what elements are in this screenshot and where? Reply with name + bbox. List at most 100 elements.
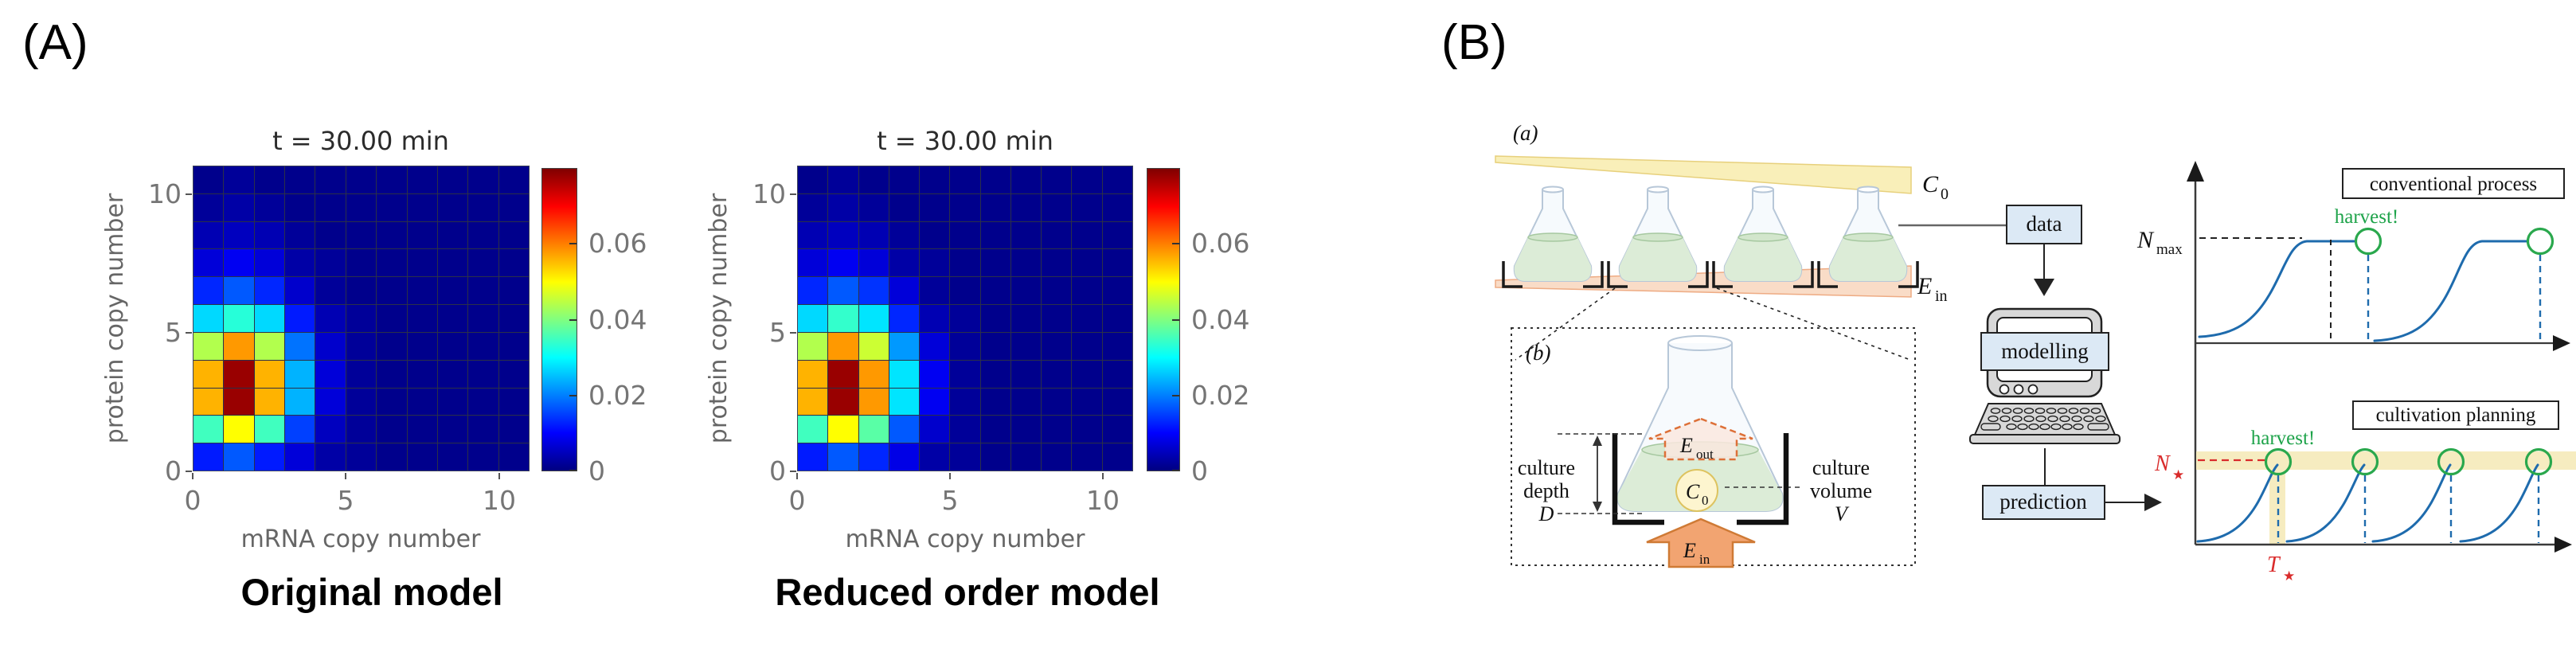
heatmap-cell <box>315 443 346 471</box>
heatmap-cell <box>407 332 437 360</box>
heatmap-cell <box>346 332 377 360</box>
heatmap-cell <box>980 277 1010 305</box>
heatmap-cell <box>1010 388 1042 416</box>
ein-label: E <box>1917 273 1932 299</box>
heatmap-cell <box>828 166 858 193</box>
heatmap-cell <box>377 166 407 193</box>
heatmap-cell <box>224 221 254 249</box>
heatmap-cell <box>1072 332 1102 360</box>
flask-holder <box>1612 433 1789 525</box>
x-tick-0: 0 <box>788 485 806 516</box>
x-tickmark <box>949 473 951 479</box>
heatmap-cell <box>980 443 1010 471</box>
heatmap-reduced-xlabel: mRNA copy number <box>845 525 1085 553</box>
heatmap-cell <box>950 249 980 277</box>
heatmap-cell <box>193 277 224 305</box>
heatmap-cell <box>468 332 498 360</box>
heatmap-cell <box>315 332 346 360</box>
heatmap-cell <box>1072 277 1102 305</box>
depth-label-line1: culture <box>1518 456 1575 479</box>
heatmap-cell <box>1102 443 1132 471</box>
heatmap-cell <box>1010 193 1042 221</box>
heatmap-cell <box>1072 193 1102 221</box>
heatmap-cell <box>437 193 468 221</box>
heatmap-cell <box>828 443 858 471</box>
colorbar-tick-label: 0 <box>588 455 605 486</box>
y-tick-10: 10 <box>148 178 182 209</box>
heatmap-cell <box>1072 360 1102 388</box>
tstar-label: T <box>2267 553 2281 577</box>
laptop-icon <box>1969 307 2121 444</box>
heatmap-cell <box>920 332 950 360</box>
heatmap-cell <box>950 416 980 443</box>
caption-reduced-model: Reduced order model <box>775 571 1160 613</box>
heatmap-cell <box>828 193 858 221</box>
heatmap-cell <box>193 332 224 360</box>
heatmap-cell <box>950 443 980 471</box>
heatmap-cell <box>254 249 285 277</box>
flask-icon <box>1502 186 1604 288</box>
heatmap-cell <box>193 193 224 221</box>
heatmap-cell <box>285 305 315 332</box>
heatmap-cell <box>1072 221 1102 249</box>
arrow-right-icon <box>2144 494 2162 511</box>
heatmap-cell <box>1102 332 1132 360</box>
planned-cycle-curve <box>2371 463 2452 543</box>
heatmap-cell <box>828 221 858 249</box>
arrow-down-icon <box>2034 279 2054 296</box>
heatmap-cell <box>437 332 468 360</box>
zoom-callout-line <box>1716 287 1911 361</box>
heatmap-cell <box>315 249 346 277</box>
heatmap-cell <box>377 277 407 305</box>
heatmap-cell <box>1042 443 1072 471</box>
y-tickmark <box>186 193 192 195</box>
colorbar-tickmark <box>1172 318 1179 321</box>
nmax-label: N <box>2136 227 2155 253</box>
heatmap-cell <box>498 249 529 277</box>
ein-subscript: in <box>1935 287 1948 305</box>
eout-arrow-icon <box>1648 417 1753 461</box>
heatmap-cell <box>920 388 950 416</box>
heatmap-cell <box>407 305 437 332</box>
heatmap-cell <box>468 193 498 221</box>
heatmap-cell <box>1102 193 1132 221</box>
flask-icon <box>1712 186 1814 288</box>
heatmap-cell <box>254 388 285 416</box>
heatmap-cell <box>858 416 889 443</box>
heatmap-cell <box>1042 249 1072 277</box>
heatmap-cell <box>193 388 224 416</box>
panel-b-label: (B) <box>1441 15 1507 70</box>
heatmap-cell <box>437 221 468 249</box>
keyboard-keys <box>1980 408 2109 431</box>
heatmap-cell <box>858 221 889 249</box>
depth-label-symbol: D <box>1538 502 1554 525</box>
colorbar-tickmark <box>569 318 577 321</box>
heatmap-cell <box>407 249 437 277</box>
heatmap-cell <box>798 249 828 277</box>
heatmap-cell <box>1042 305 1072 332</box>
heatmap-cell <box>193 360 224 388</box>
heatmap-cell <box>437 249 468 277</box>
heatmap-cell <box>1010 443 1042 471</box>
colorbar-tick-label: 0.04 <box>1191 303 1250 335</box>
heatmap-cell <box>798 360 828 388</box>
x-tickmark <box>796 473 798 479</box>
heatmap-cell <box>224 388 254 416</box>
heatmap-cell <box>407 277 437 305</box>
heatmap-cell <box>950 166 980 193</box>
cultivation-planning-title: cultivation planning <box>2376 404 2536 426</box>
heatmap-cell <box>285 166 315 193</box>
heatmap-cell <box>193 166 224 193</box>
heatmap-cell <box>950 193 980 221</box>
heatmap-cell <box>1102 249 1132 277</box>
y-tickmark <box>790 332 796 334</box>
y-tickmark <box>186 471 192 472</box>
colorbar-tickmark <box>569 243 577 245</box>
planned-cycle-curve <box>2285 463 2366 543</box>
heatmap-cell <box>437 360 468 388</box>
heatmap-cell <box>498 277 529 305</box>
heatmap-cell <box>798 305 828 332</box>
heatmap-cell <box>1042 193 1072 221</box>
colorbar-tick-label: 0 <box>1191 455 1208 486</box>
nmax-subscript: max <box>2156 241 2183 258</box>
